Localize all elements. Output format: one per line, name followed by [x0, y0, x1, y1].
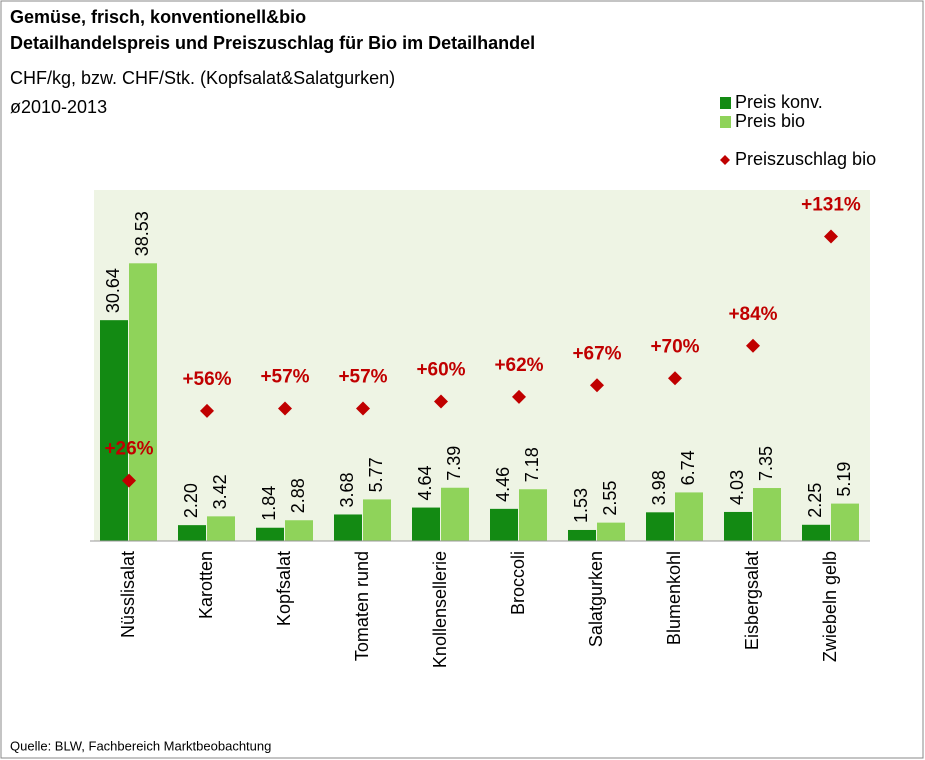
x-tick-label: Knollensellerie: [430, 551, 450, 668]
data-label: 7.18: [522, 447, 542, 482]
data-label: 6.74: [678, 450, 698, 485]
data-label: +57%: [338, 367, 387, 388]
x-tick-label: Blumenkohl: [664, 551, 684, 645]
data-label: 4.46: [493, 467, 513, 502]
bar: [285, 520, 313, 541]
data-label: 30.64: [103, 268, 123, 313]
x-tick-label: Salatgurken: [586, 551, 606, 647]
legend-label: Preis bio: [735, 111, 805, 131]
marker: [668, 371, 682, 386]
bar: [646, 512, 674, 541]
x-tick-label: Karotten: [196, 551, 216, 619]
data-label: 3.98: [649, 470, 669, 505]
data-label: 5.77: [366, 457, 386, 492]
bar: [597, 522, 625, 541]
data-label: 3.68: [337, 472, 357, 507]
x-tick-label: Eisbergsalat: [742, 551, 762, 650]
bar: [675, 492, 703, 541]
data-label: 2.88: [288, 478, 308, 513]
marker: [512, 389, 526, 404]
bar: [256, 527, 284, 541]
data-label: +60%: [416, 360, 465, 381]
data-label: +67%: [572, 343, 621, 364]
bar: [490, 508, 518, 541]
bar: [129, 263, 157, 541]
chart-title: Detailhandelspreis und Preiszuschlag für…: [10, 33, 535, 53]
data-label: +56%: [182, 369, 231, 390]
marker: [824, 229, 838, 244]
bar: [441, 487, 469, 541]
data-label: 5.19: [834, 462, 854, 497]
bar: [412, 507, 440, 541]
data-label: 3.42: [210, 474, 230, 509]
marker: [590, 378, 604, 393]
data-label: 4.64: [415, 466, 435, 501]
data-label: +26%: [104, 439, 153, 460]
source: Quelle: BLW, Fachbereich Marktbeobachtun…: [10, 738, 271, 753]
x-tick-label: Zwiebeln gelb: [820, 551, 840, 662]
marker: [356, 401, 370, 416]
x-tick-label: Kopfsalat: [274, 551, 294, 626]
plot-area: [94, 190, 870, 541]
legend-label: Preiszuschlag bio: [735, 149, 876, 169]
data-label: +84%: [728, 304, 777, 325]
marker: [278, 401, 292, 416]
bar: [753, 488, 781, 541]
bar: [568, 529, 596, 541]
legend-swatch: [720, 97, 731, 109]
data-label: 2.25: [805, 483, 825, 518]
bar: [100, 320, 128, 541]
chart-subtitle: CHF/kg, bzw. CHF/Stk. (Kopfsalat&Salatgu…: [10, 68, 395, 88]
bar: [802, 524, 830, 541]
legend-label: Preis konv.: [735, 92, 823, 112]
legend-swatch: [720, 116, 731, 128]
data-label: 1.84: [259, 486, 279, 521]
bar: [519, 489, 547, 541]
marker: [746, 338, 760, 353]
data-label: 7.39: [444, 446, 464, 481]
bar: [334, 514, 362, 541]
bar: [831, 503, 859, 541]
chart-title: Gemüse, frisch, konventionell&bio: [10, 7, 306, 27]
marker: [434, 394, 448, 409]
bar: [724, 511, 752, 541]
legend-swatch: [720, 155, 730, 165]
data-label: 2.20: [181, 483, 201, 518]
x-tick-label: Broccoli: [508, 551, 528, 615]
chart-subtitle: ø2010-2013: [10, 97, 107, 117]
data-label: 2.55: [600, 481, 620, 516]
x-tick-label: Nüsslisalat: [118, 551, 138, 638]
data-label: 4.03: [727, 470, 747, 505]
data-label: +131%: [801, 195, 861, 216]
marker: [122, 473, 136, 488]
bar: [178, 525, 206, 541]
data-label: 38.53: [132, 211, 152, 256]
x-tick-label: Tomaten rund: [352, 551, 372, 661]
data-label: 1.53: [571, 488, 591, 523]
data-label: 7.35: [756, 446, 776, 481]
data-label: +57%: [260, 367, 309, 388]
bar: [207, 516, 235, 541]
marker: [200, 403, 214, 418]
data-label: +70%: [650, 336, 699, 357]
bar: [363, 499, 391, 541]
data-label: +62%: [494, 355, 543, 376]
